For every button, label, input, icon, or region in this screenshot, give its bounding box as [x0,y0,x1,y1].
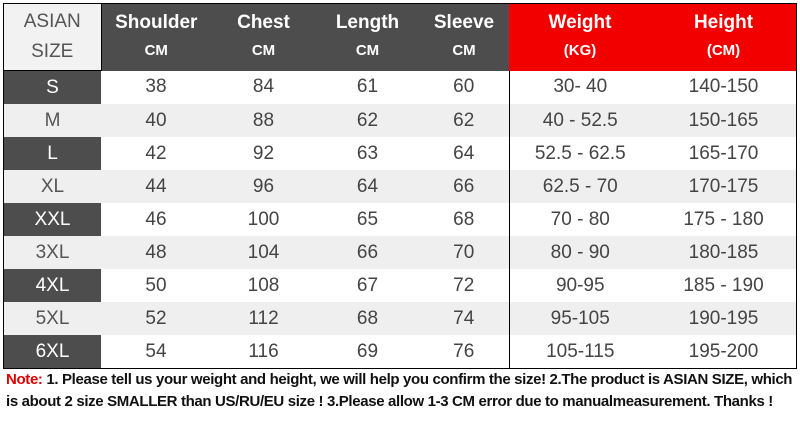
value-cell: 66 [419,170,509,203]
value-cell: 42 [101,137,211,170]
value-cell: 50 [101,269,211,302]
length-header: Length CM [316,4,419,71]
column-unit: CM [251,42,276,60]
value-cell: 44 [101,170,211,203]
value-cell: 40 - 52.5 [508,104,651,137]
value-cell: 150-165 [651,104,796,137]
size-cell: 3XL [4,236,101,269]
value-cell: 185 - 190 [651,269,796,302]
value-cell: 76 [419,335,509,368]
value-cell: 84 [211,70,316,104]
column-unit: CM [144,42,168,60]
value-cell: 100 [211,203,316,236]
value-cell: 40 [101,104,211,137]
size-cell: XXL [4,203,101,236]
value-cell: 65 [316,203,419,236]
value-cell: 69 [316,335,419,368]
size-cell: L [4,137,101,170]
value-cell: 60 [419,70,509,104]
value-cell: 46 [101,203,211,236]
sleeve-header: Sleeve CM [419,4,509,71]
size-cell: M [4,104,101,137]
value-cell: 52.5 - 62.5 [508,137,651,170]
value-cell: 190-195 [651,302,796,335]
value-cell: 63 [316,137,419,170]
value-cell: 70 - 80 [508,203,651,236]
value-cell: 92 [211,137,316,170]
value-cell: 66 [316,236,419,269]
value-cell: 64 [316,170,419,203]
value-cell: 62 [419,104,509,137]
value-cell: 175 - 180 [651,203,796,236]
value-cell: 108 [211,269,316,302]
size-cell: XL [4,170,101,203]
value-cell: 170-175 [651,170,796,203]
table-row: 5XL 52 112 68 74 95-105 190-195 [4,302,796,335]
value-cell: 140-150 [651,70,796,104]
note-text: Note: 1. Please tell us your weight and … [6,369,798,413]
value-cell: 52 [101,302,211,335]
size-cell: 4XL [4,269,101,302]
value-cell: 68 [316,302,419,335]
value-cell: 90-95 [508,269,651,302]
note-body: 1. Please tell us your weight and height… [6,371,793,410]
value-cell: 95-105 [508,302,651,335]
column-unit: (CM) [706,42,741,60]
size-rows: S 38 84 61 60 30- 40 140-150 M 40 88 62 62 40 - 52.5… [4,70,796,368]
column-name: Shoulder [115,12,198,34]
value-cell: 195-200 [651,335,796,368]
column-name: Length [335,12,400,34]
value-cell: 72 [419,269,509,302]
value-cell: 54 [101,335,211,368]
value-cell: 96 [211,170,316,203]
note-label: Note: [6,371,43,388]
value-cell: 70 [419,236,509,269]
table-row: 3XL 48 104 66 70 80 - 90 180-185 [4,236,796,269]
value-cell: 67 [316,269,419,302]
size-label: SIZE [31,41,74,62]
value-cell: 180-185 [651,236,796,269]
value-cell: 48 [101,236,211,269]
value-cell: 116 [211,335,316,368]
value-cell: 88 [211,104,316,137]
size-cell: S [4,70,101,104]
column-unit: CM [452,42,476,60]
column-name: Sleeve [433,12,495,34]
value-cell: 61 [316,70,419,104]
table-row: M 40 88 62 62 40 - 52.5 150-165 [4,104,796,137]
table-row: XXL 46 100 65 68 70 - 80 175 - 180 [4,203,796,236]
value-cell: 62 [316,104,419,137]
table-row: S 38 84 61 60 30- 40 140-150 [4,70,796,104]
table-row: XL 44 96 64 66 62.5 - 70 170-175 [4,170,796,203]
column-unit: CM [355,42,380,60]
value-cell: 68 [419,203,509,236]
value-cell: 38 [101,70,211,104]
header-row: ASIAN SIZE Shoulder CM Chest CM Length CM S… [4,4,796,71]
value-cell: 80 - 90 [508,236,651,269]
column-name: Height [693,12,754,34]
value-cell: 104 [211,236,316,269]
chest-header: Chest CM [211,4,316,71]
shoulder-header: Shoulder CM [101,4,211,71]
value-cell: 74 [419,302,509,335]
table-row: L 42 92 63 64 52.5 - 62.5 165-170 [4,137,796,170]
value-cell: 112 [211,302,316,335]
size-cell: 6XL [4,335,101,368]
size-chart-table: ASIAN SIZE Shoulder CM Chest CM Length CM S… [3,3,797,369]
value-cell: 105-115 [508,335,651,368]
height-header: Height (CM) [651,4,796,71]
asian-size-header: ASIAN SIZE [4,4,102,71]
size-cell: 5XL [4,302,101,335]
value-cell: 30- 40 [508,70,651,104]
weight-header: Weight (KG) [509,4,651,71]
asian-label: ASIAN [23,11,81,32]
column-name: Weight [548,12,612,34]
value-cell: 62.5 - 70 [508,170,651,203]
value-cell: 165-170 [651,137,796,170]
column-name: Chest [237,12,290,34]
value-cell: 64 [419,137,509,170]
table-row: 6XL 54 116 69 76 105-115 195-200 [4,335,796,368]
column-unit: (KG) [563,42,597,60]
table-row: 4XL 50 108 67 72 90-95 185 - 190 [4,269,796,302]
